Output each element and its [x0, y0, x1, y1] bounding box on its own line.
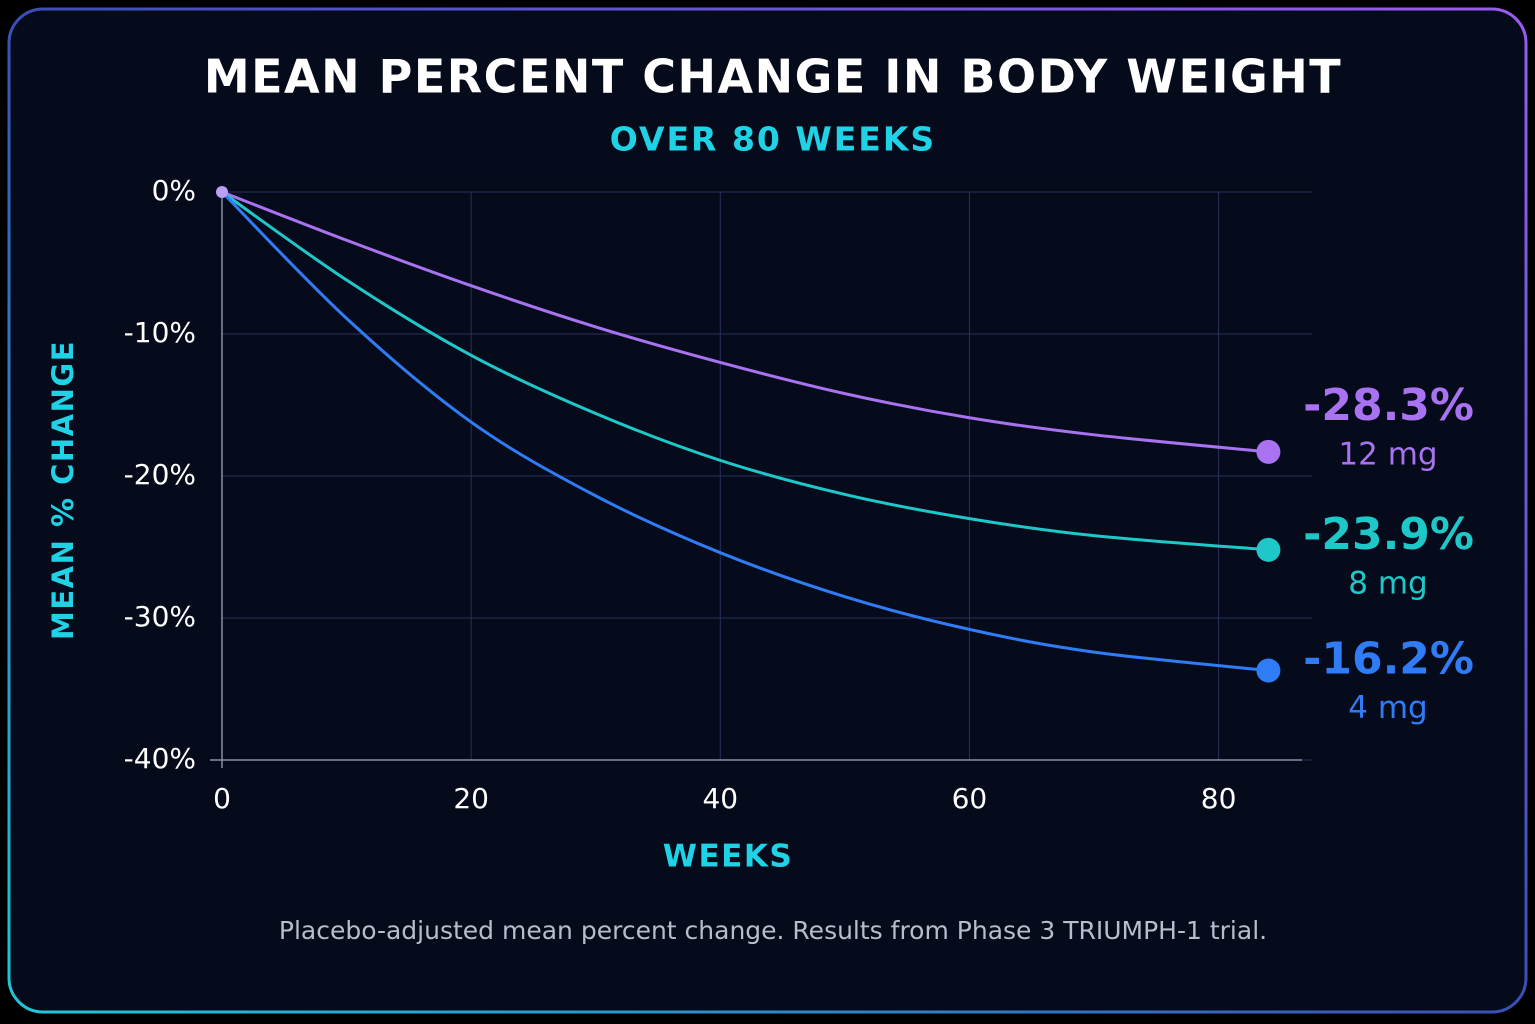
x-tick-label: 80 [1201, 782, 1237, 815]
x-tick-label: 60 [952, 782, 988, 815]
x-axis-label: WEEKS [663, 839, 793, 875]
start-point [216, 186, 228, 198]
series-line [221, 190, 1269, 454]
series-line [221, 190, 1269, 552]
footnote: Placebo-adjusted mean percent change. Re… [279, 916, 1267, 945]
series-label: 4 mg [1348, 690, 1427, 726]
series-label: 12 mg [1338, 436, 1437, 472]
x-tick-label: 20 [453, 782, 489, 815]
series-line [220, 190, 1269, 673]
chart-title: MEAN PERCENT CHANGE IN BODY WEIGHT [204, 50, 1342, 104]
y-tick-label: -10% [124, 316, 196, 349]
series-label: 8 mg [1348, 565, 1427, 601]
end-point [1256, 537, 1281, 562]
chart-subtitle: OVER 80 WEEKS [610, 120, 936, 159]
y-tick-label: 0% [152, 174, 196, 207]
end-annotation: -28.3% [1303, 380, 1474, 431]
end-annotation: -23.9% [1303, 509, 1474, 560]
end-point [1256, 439, 1281, 464]
panel [7, 7, 1528, 1014]
x-tick-label: 40 [702, 782, 738, 815]
end-point [1256, 658, 1281, 683]
end-annotation: -16.2% [1303, 634, 1474, 685]
y-tick-label: -30% [124, 600, 196, 633]
y-tick-label: -20% [124, 458, 196, 491]
x-tick-label: 0 [213, 782, 231, 815]
y-tick-label: -40% [124, 742, 196, 775]
y-axis-label: MEAN % CHANGE [46, 340, 80, 640]
